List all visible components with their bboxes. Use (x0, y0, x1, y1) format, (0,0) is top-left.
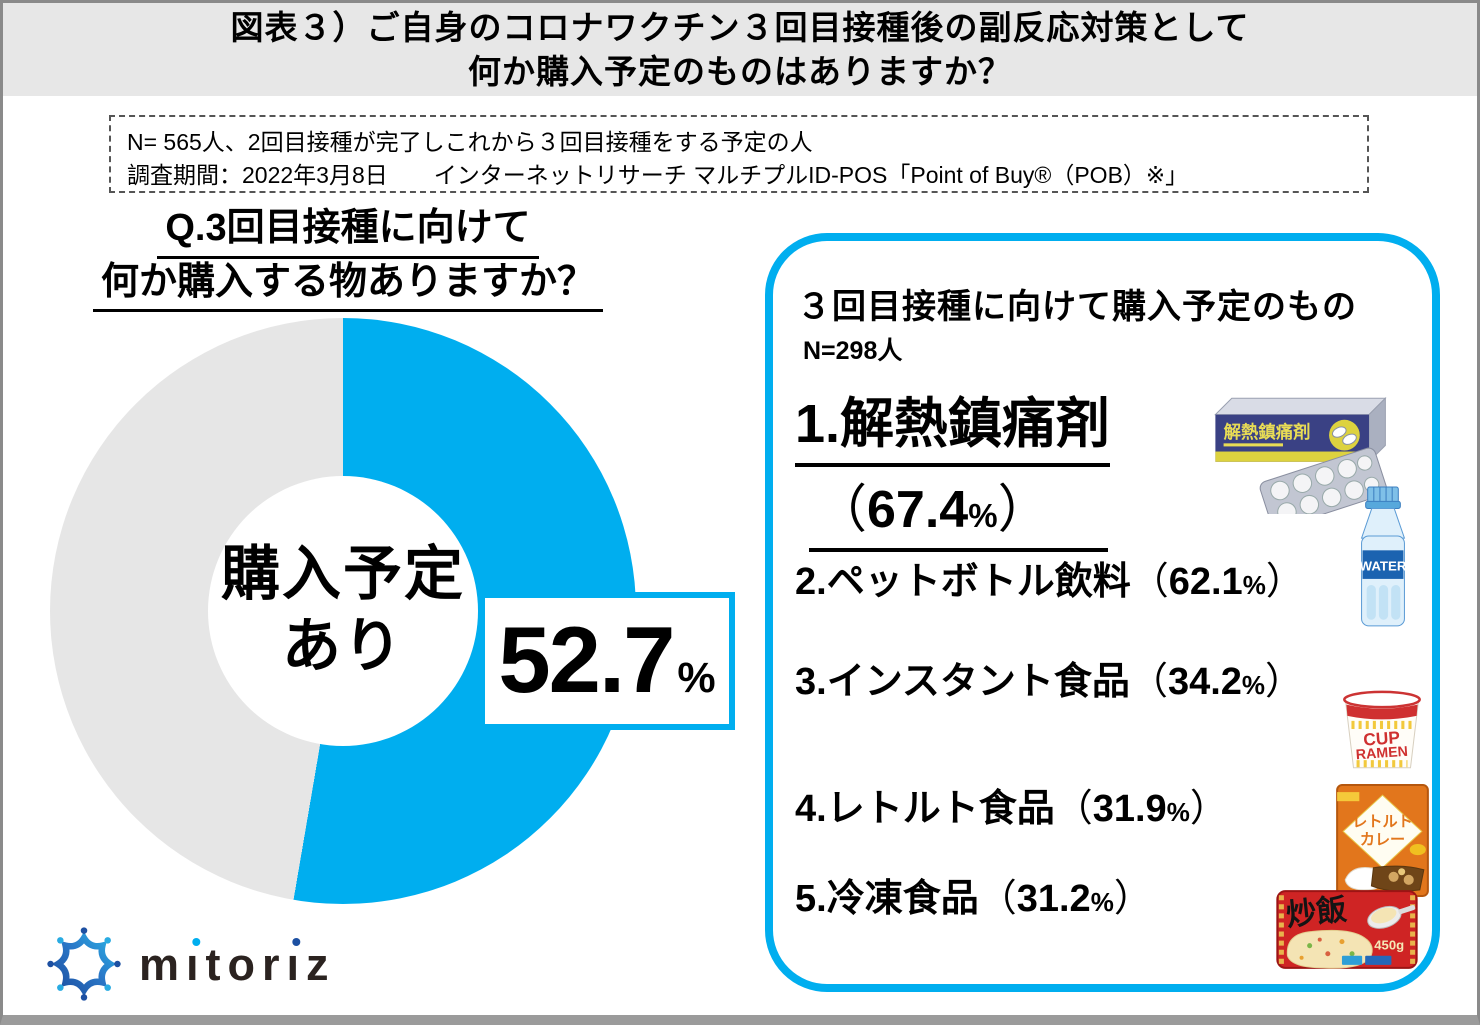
value: 31.2 (1016, 878, 1091, 920)
cup-ramen-icon: CUP RAMEN (1325, 669, 1439, 788)
open-paren: （ (1130, 561, 1169, 603)
retort-curry-icon: レトルト カレー (1331, 779, 1434, 907)
ranking-panel: ３回目接種に向けて購入予定のもの N=298人 1.解熱鎮痛剤 （67.4%） … (765, 233, 1440, 992)
logo-part: tor (205, 938, 287, 990)
donut-value-callout: 52.7% (479, 592, 735, 730)
retort-label-1: レトルト (1352, 813, 1412, 830)
question-line1: Q.3回目接種に向けて (157, 205, 539, 259)
ranking-n-label: N=298人 (803, 337, 903, 365)
mitoriz-logo-text: mıtorız (139, 942, 336, 987)
survey-note-box: N= 565人、2回目接種が完了しこれから３回目接種をする予定の人 調査期間：2… (109, 115, 1369, 193)
ranking-item-4: 4.レトルト食品（31.9%） (795, 777, 1228, 832)
open-paren: （ (815, 481, 868, 539)
frozen-rice-weight: 450g (1374, 938, 1404, 953)
water-bottle-icon: WATER (1341, 485, 1425, 638)
ranking-item-1-value: （67.4%） (809, 467, 1108, 552)
ranking-item-3: 3.インスタント食品（34.2%） (795, 650, 1303, 705)
label: 2.ペットボトル飲料 (795, 561, 1131, 603)
donut-center-line2: あり (281, 613, 404, 679)
medicine-box-label: 解熱鎮痛剤 (1224, 422, 1311, 442)
open-paren: （ (1054, 788, 1093, 830)
water-label: WATER (1360, 559, 1407, 574)
close-paren: ） (1265, 561, 1304, 603)
close-paren: ） (1113, 878, 1152, 920)
cup-ramen-label-1: CUP (1363, 727, 1401, 749)
donut-value: 52.7 (498, 607, 675, 712)
percent-sign: % (1090, 887, 1114, 917)
percent-sign: % (1242, 570, 1266, 600)
label: 3.インスタント食品 (795, 661, 1130, 703)
logo-part: m (139, 938, 187, 990)
percent-sign: % (1166, 797, 1190, 827)
close-paren: ） (997, 481, 1050, 539)
donut-percent-sign: % (677, 654, 716, 702)
label: 4.レトルト食品 (795, 788, 1055, 830)
donut-hole (208, 476, 478, 746)
logo-i-navy: ı (286, 938, 307, 990)
close-paren: ） (1189, 788, 1228, 830)
page-title-line2: 何か購入予定のものはありますか？ (468, 52, 1012, 90)
open-paren: （ (1129, 661, 1168, 703)
question-title: Q.3回目接種に向けて 何か購入する物ありますか？ (33, 205, 663, 312)
cup-ramen-label-2: RAMEN (1355, 744, 1408, 764)
antipyretic-medicine-icon: 解熱鎮痛剤 24錠 (1203, 386, 1408, 529)
donut-center-label: 購入予定 あり (50, 318, 636, 904)
value: 34.2 (1167, 661, 1242, 703)
value: 67.4 (867, 481, 969, 539)
title-bar: 図表３）ご自身のコロナワクチン３回目接種後の副反応対策として 何か購入予定のもの… (3, 3, 1477, 96)
ranking-item-5: 5.冷凍食品（31.2%） (795, 867, 1152, 922)
label: 5.冷凍食品 (795, 878, 979, 920)
ranking-title: ３回目接種に向けて購入予定のもの (797, 288, 1357, 326)
survey-note-line1: N= 565人、2回目接種が完了しこれから３回目接種をする予定の人 (127, 129, 813, 155)
close-paren: ） (1265, 661, 1304, 703)
logo-part: z (306, 938, 336, 990)
open-paren: （ (978, 878, 1017, 920)
percent-sign: % (1241, 670, 1266, 700)
frozen-rice-label: 炒飯 (1285, 891, 1350, 932)
value: 62.1 (1168, 561, 1243, 603)
mitoriz-logo: mıtorız (45, 925, 336, 1003)
ranking-item-2: 2.ペットボトル飲料（62.1%） (795, 550, 1304, 605)
percent-sign: % (968, 497, 998, 534)
ranking-item-1-label: 1.解熱鎮痛剤 (795, 379, 1111, 467)
page-title-line1: 図表３）ご自身のコロナワクチン３回目接種後の副反応対策として (230, 8, 1250, 46)
survey-note-line2: 調査期間：2022年3月8日 インターネットリサーチ マルチプルID-POS「P… (127, 162, 1189, 189)
logo-i-cyan: ı (186, 938, 206, 990)
mitoriz-logo-mark (47, 927, 121, 1001)
value: 31.9 (1092, 788, 1167, 830)
question-line2: 何か購入する物ありますか？ (92, 259, 603, 312)
donut-center-line1: 購入予定 (220, 541, 465, 608)
retort-label-2: カレー (1360, 832, 1405, 849)
frozen-rice-icon: 炒飯 450g (1271, 875, 1423, 986)
